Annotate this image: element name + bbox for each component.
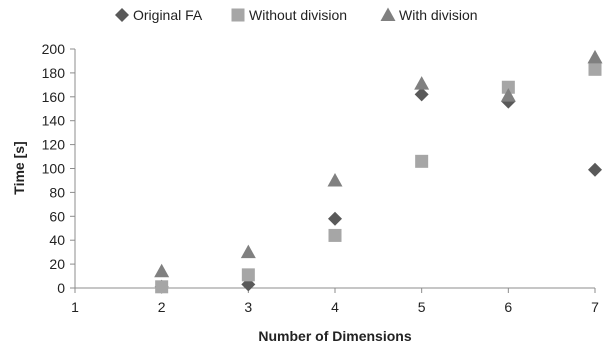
y-axis: 0 20 40 60 80 100 120 140 160 180 200 — [42, 41, 76, 296]
y-tick-label: 200 — [42, 41, 66, 57]
data-point-triangle — [240, 244, 256, 259]
data-point-square — [415, 154, 429, 168]
y-tick-label: 20 — [49, 256, 65, 272]
data-point-diamond — [588, 162, 602, 177]
x-tick-label: 3 — [244, 299, 252, 315]
y-tick-label: 80 — [49, 184, 65, 200]
data-points — [154, 49, 603, 294]
data-point-diamond — [328, 211, 342, 226]
data-point-square — [588, 62, 602, 76]
data-point-triangle — [414, 76, 430, 90]
y-tick-label: 160 — [42, 89, 66, 105]
y-tick-label: 60 — [49, 208, 65, 224]
y-tick-label: 180 — [42, 65, 66, 81]
data-point-triangle — [587, 49, 603, 64]
y-tick-label: 100 — [42, 161, 66, 177]
data-point-square — [241, 268, 255, 282]
x-tick-label: 4 — [331, 299, 339, 315]
x-tick-label: 5 — [418, 299, 426, 315]
data-point-triangle — [154, 263, 170, 278]
y-tick-label: 0 — [57, 280, 65, 296]
y-tick-label: 120 — [42, 137, 66, 153]
x-tick-label: 6 — [504, 299, 512, 315]
legend-label: Without division — [249, 7, 347, 23]
y-axis-title: Time [s] — [11, 141, 27, 194]
legend-marker-square — [231, 8, 245, 22]
legend-marker-triangle — [380, 7, 396, 21]
legend-label: With division — [399, 7, 478, 23]
x-axis-title: Number of Dimensions — [258, 328, 411, 344]
x-tick-label: 7 — [591, 299, 599, 315]
data-point-square — [501, 80, 515, 94]
x-tick-label: 2 — [158, 299, 166, 315]
data-point-triangle — [327, 172, 343, 187]
legend: Original FA Without division With division — [115, 7, 478, 23]
data-point-square — [328, 228, 342, 242]
y-tick-label: 140 — [42, 113, 66, 129]
data-point-square — [155, 280, 169, 294]
data-point-diamond — [414, 87, 429, 102]
legend-label: Original FA — [133, 7, 203, 23]
y-tick-label: 40 — [49, 232, 65, 248]
x-axis: 1 2 3 4 5 6 7 — [71, 287, 599, 315]
data-point-triangle — [500, 88, 516, 102]
legend-marker-diamond — [115, 8, 129, 22]
x-tick-label: 1 — [71, 299, 79, 315]
